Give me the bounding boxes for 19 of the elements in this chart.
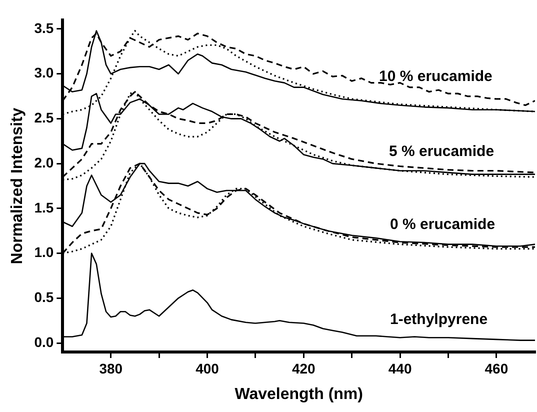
y-tick-label: 2.0 — [34, 154, 54, 170]
x-tick-label: 440 — [388, 360, 412, 376]
y-tick-label: 0.0 — [34, 334, 54, 350]
y-tick-label: 2.5 — [34, 110, 54, 126]
x-axis-title: Wavelength (nm) — [234, 386, 363, 403]
annotation: 0 % erucamide — [390, 216, 496, 234]
y-tick-label: 1.0 — [34, 244, 54, 260]
y-tick-label: 3.5 — [34, 20, 54, 36]
x-tick-label: 380 — [99, 360, 123, 376]
annotation: 5 % erucamide — [389, 143, 494, 160]
x-tick-label: 460 — [484, 360, 508, 376]
x-tick-label: 420 — [292, 360, 316, 376]
x-tick-label: 400 — [196, 360, 220, 376]
annotation: 10 % erucamide — [379, 68, 492, 86]
y-tick-label: 3.0 — [34, 64, 54, 81]
y-tick-label: 1.5 — [34, 199, 54, 216]
y-tick-label: 0.5 — [34, 289, 54, 306]
y-axis-title: Normalized Intensity — [9, 108, 26, 264]
annotation: 1-ethylpyrene — [390, 311, 488, 328]
